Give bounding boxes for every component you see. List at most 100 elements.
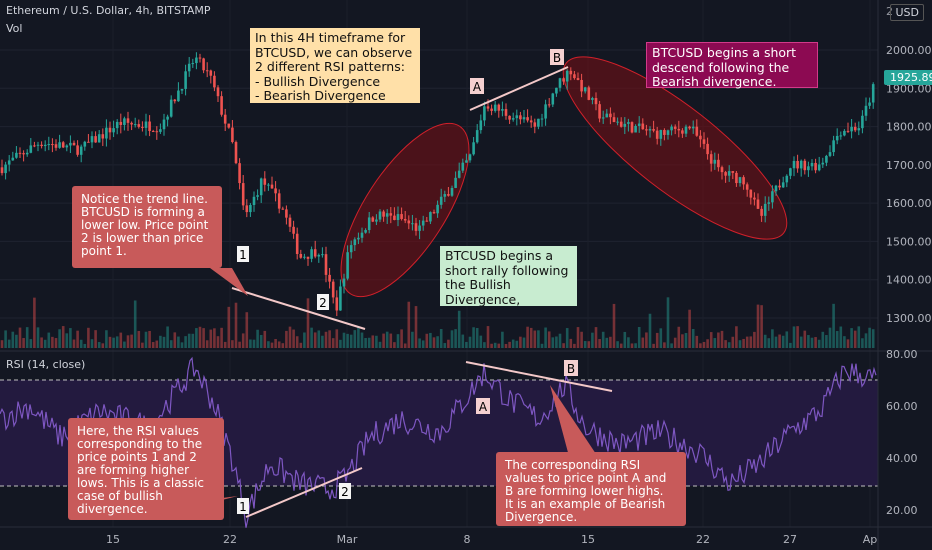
volume-bar xyxy=(94,330,97,348)
volume-bar xyxy=(742,338,745,348)
candle-body xyxy=(839,135,843,137)
candle-body xyxy=(688,126,691,129)
candle-body xyxy=(83,141,87,147)
candle-body xyxy=(249,204,252,213)
candle-body xyxy=(457,170,461,178)
volume-bar xyxy=(447,339,450,348)
volume-bar xyxy=(169,340,173,348)
volume-bar xyxy=(382,333,385,348)
rsi-bear-note: The corresponding RSI values to price po… xyxy=(496,452,686,526)
candle-body xyxy=(673,126,677,129)
candle-body xyxy=(774,185,778,192)
candle-body xyxy=(623,123,627,127)
volume-bar xyxy=(97,342,101,348)
rsi-bull-note: Here, the RSI values corresponding to th… xyxy=(68,418,224,520)
volume-bar xyxy=(137,330,141,348)
candle-body xyxy=(346,252,349,279)
candle-body xyxy=(51,144,54,146)
volume-bar xyxy=(771,329,774,348)
marker-pB-text: B xyxy=(553,51,561,65)
volume-bar xyxy=(288,326,292,348)
candle-body xyxy=(400,214,403,219)
candle-body xyxy=(576,78,580,80)
rsi-axis: 80.00 60.00 40.00 20.00 xyxy=(886,348,918,517)
volume-bar xyxy=(789,342,792,348)
candle-body xyxy=(547,104,551,106)
price-tick-label: 1800.00 xyxy=(886,121,932,134)
volume-bar xyxy=(375,335,378,348)
volume-bar xyxy=(645,332,648,348)
volume-bar xyxy=(216,336,220,348)
volume-bar xyxy=(40,337,43,348)
candle-body xyxy=(594,98,598,105)
candle-body xyxy=(191,63,195,65)
volume-bar xyxy=(619,343,623,348)
candle-body xyxy=(310,249,313,259)
volume-bar xyxy=(425,333,429,348)
volume-bar xyxy=(652,343,655,348)
candle-body xyxy=(263,178,267,185)
volume-bar xyxy=(785,331,789,348)
time-tick-label: 22 xyxy=(696,533,710,546)
candle-body xyxy=(4,164,7,174)
volume-bar xyxy=(202,328,205,348)
price-lower-low-trendline xyxy=(231,287,366,330)
candle-body xyxy=(357,237,360,240)
candle-body xyxy=(436,204,439,214)
volume-bar xyxy=(511,339,515,348)
volume-bar xyxy=(468,336,472,348)
volume-bar xyxy=(396,334,400,348)
currency-button[interactable]: USD xyxy=(890,4,924,21)
candle-body xyxy=(529,120,533,123)
candle-body xyxy=(180,88,184,91)
candle-body xyxy=(753,197,756,200)
rsi-marker-B-text: B xyxy=(567,362,575,376)
volume-bar xyxy=(162,336,166,348)
volume-bar xyxy=(724,340,727,348)
candle-body xyxy=(699,135,702,140)
candle-body xyxy=(331,281,335,298)
candle-body xyxy=(551,93,555,105)
volume-bar xyxy=(418,338,421,348)
volume-bar xyxy=(533,330,537,348)
volume-bar xyxy=(285,330,288,348)
candle-body xyxy=(537,118,540,127)
volume-bar xyxy=(843,336,846,348)
candle-body xyxy=(745,184,749,190)
candle-body xyxy=(407,220,411,224)
candle-body xyxy=(259,178,263,196)
volume-bar xyxy=(429,332,432,348)
candle-body xyxy=(101,134,105,139)
candle-body xyxy=(670,126,673,131)
volume-bar xyxy=(29,339,33,348)
volume-bar xyxy=(850,328,853,348)
volume-bar xyxy=(832,303,835,348)
rsi-bear-note-pointer xyxy=(550,385,600,460)
marker-pA: A xyxy=(470,78,484,94)
volume-bar xyxy=(450,330,454,348)
candle-body xyxy=(123,118,126,125)
candle-body xyxy=(468,154,472,161)
candle-body xyxy=(832,140,835,153)
candle-body xyxy=(767,202,771,204)
volume-bar xyxy=(263,330,267,348)
volume-bar xyxy=(159,335,162,348)
marker-pA-text: A xyxy=(473,80,482,94)
volume-bar xyxy=(551,337,555,348)
candle-body xyxy=(418,225,421,231)
volume-bar xyxy=(540,343,544,348)
candle-body xyxy=(238,163,241,184)
candle-body xyxy=(105,127,108,139)
volume-bar xyxy=(90,339,94,348)
candle-body xyxy=(7,160,11,165)
volume-bar xyxy=(465,341,468,348)
volume-bar xyxy=(605,337,609,348)
rsi-marker-1-text: 1 xyxy=(239,500,247,514)
candle-body xyxy=(601,117,605,119)
time-tick-label: Ap xyxy=(863,533,878,546)
candle-body xyxy=(738,177,742,184)
candle-body xyxy=(22,153,25,155)
volume-bar xyxy=(713,338,717,348)
rsi-marker-B: B xyxy=(564,360,578,376)
volume-bar xyxy=(756,304,760,348)
